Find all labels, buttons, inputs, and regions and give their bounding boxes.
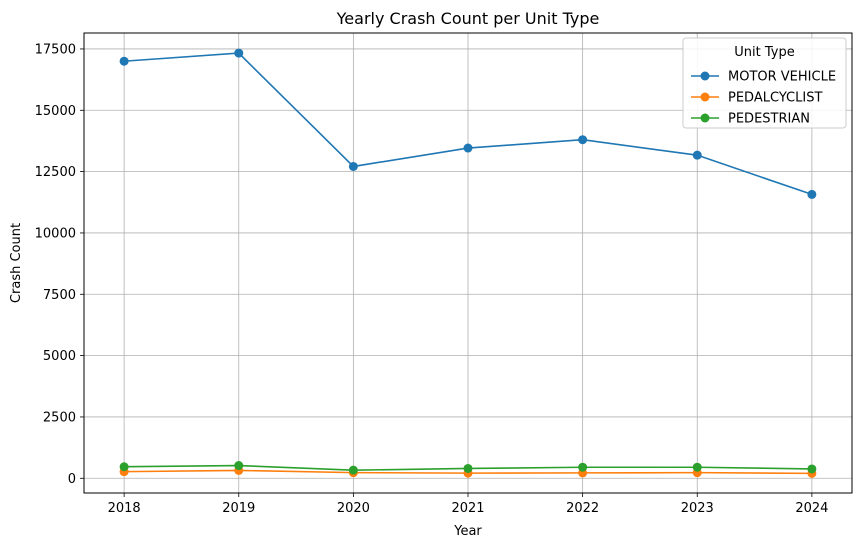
legend-label: MOTOR VEHICLE bbox=[728, 70, 836, 85]
data-point bbox=[119, 56, 129, 66]
series-motor-vehicle bbox=[119, 48, 817, 199]
data-point bbox=[234, 461, 244, 471]
y-tick-label: 17500 bbox=[35, 42, 76, 57]
x-tick-label: 2018 bbox=[108, 501, 141, 516]
legend: Unit Type MOTOR VEHICLE PEDALCYCLIST PEDEST… bbox=[682, 37, 847, 129]
data-point bbox=[807, 189, 817, 199]
legend-label: PEDESTRIAN bbox=[728, 112, 810, 127]
data-point bbox=[463, 463, 473, 473]
y-tick-label: 12500 bbox=[35, 165, 76, 180]
series-layer bbox=[119, 48, 817, 478]
legend-marker bbox=[700, 71, 710, 81]
y-tick-label: 15000 bbox=[35, 104, 76, 119]
y-tick-label: 5000 bbox=[43, 349, 76, 364]
data-point bbox=[463, 143, 473, 153]
legend-entry: MOTOR VEHICLE bbox=[691, 70, 836, 85]
data-point bbox=[692, 462, 702, 472]
series-pedestrian bbox=[119, 461, 817, 475]
x-axis-label: Year bbox=[453, 524, 482, 539]
legend-marker bbox=[700, 113, 710, 123]
data-point bbox=[348, 465, 358, 475]
axes: 2018 2019 2020 2021 2022 2023 2024 0 2500 5000 750… bbox=[35, 42, 829, 516]
data-point bbox=[692, 150, 702, 160]
y-tick-label: 0 bbox=[68, 472, 76, 487]
data-point bbox=[807, 464, 817, 474]
legend-box bbox=[682, 37, 847, 129]
legend-entry: PEDALCYCLIST bbox=[691, 91, 822, 106]
y-tick-label: 2500 bbox=[43, 410, 76, 425]
data-point bbox=[119, 462, 129, 472]
legend-marker bbox=[700, 92, 710, 102]
chart-title: Yearly Crash Count per Unit Type bbox=[336, 9, 600, 28]
data-point bbox=[578, 462, 588, 472]
y-tick-label: 7500 bbox=[43, 288, 76, 303]
grid bbox=[84, 33, 852, 493]
y-axis-label: Crash Count bbox=[9, 223, 24, 303]
x-tick-label: 2021 bbox=[451, 501, 484, 516]
y-tick-label: 10000 bbox=[35, 226, 76, 241]
x-tick-label: 2023 bbox=[681, 501, 714, 516]
data-point bbox=[578, 135, 588, 145]
legend-title: Unit Type bbox=[734, 45, 794, 60]
data-point bbox=[234, 48, 244, 58]
data-point bbox=[348, 161, 358, 171]
x-tick-label: 2020 bbox=[337, 501, 370, 516]
x-tick-label: 2022 bbox=[566, 501, 599, 516]
x-tick-label: 2019 bbox=[222, 501, 255, 516]
legend-entry: PEDESTRIAN bbox=[691, 112, 810, 127]
x-tick-label: 2024 bbox=[795, 501, 828, 516]
legend-label: PEDALCYCLIST bbox=[728, 91, 822, 106]
